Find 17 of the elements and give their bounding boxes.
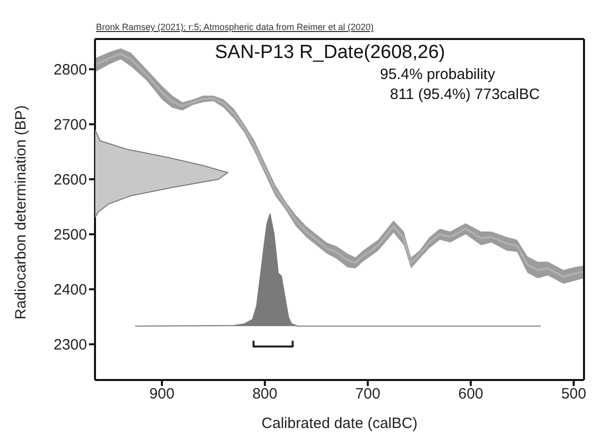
y-tick-label: 2600 — [54, 172, 87, 189]
x-tick-label: 800 — [252, 386, 278, 403]
y-tick-label: 2300 — [54, 336, 87, 354]
y-tick-label: 2700 — [54, 116, 87, 134]
chart-title: SAN-P13 R_Date(2608,26) — [214, 42, 446, 64]
x-tick-label: 600 — [458, 386, 484, 403]
y-axis-title: Radiocarbon determination (BP) — [12, 105, 30, 320]
x-tick-label: 700 — [355, 386, 380, 403]
y-tick-label: 2800 — [54, 62, 87, 79]
annotation: 95.4% probability — [380, 66, 496, 83]
x-axis-title: Calibrated date (calBC) — [262, 415, 418, 432]
text: Bronk Ramsey (2021); r:5; Atmospheric data from Reimer et al (2020) — [96, 22, 374, 32]
x-tick-label: 900 — [149, 386, 174, 403]
annotation: 811 (95.4%) 773calBC — [390, 86, 540, 103]
y-tick-label: 2500 — [54, 226, 87, 244]
x-tick-label: 500 — [561, 386, 586, 403]
y-tick-label: 2400 — [54, 282, 87, 299]
